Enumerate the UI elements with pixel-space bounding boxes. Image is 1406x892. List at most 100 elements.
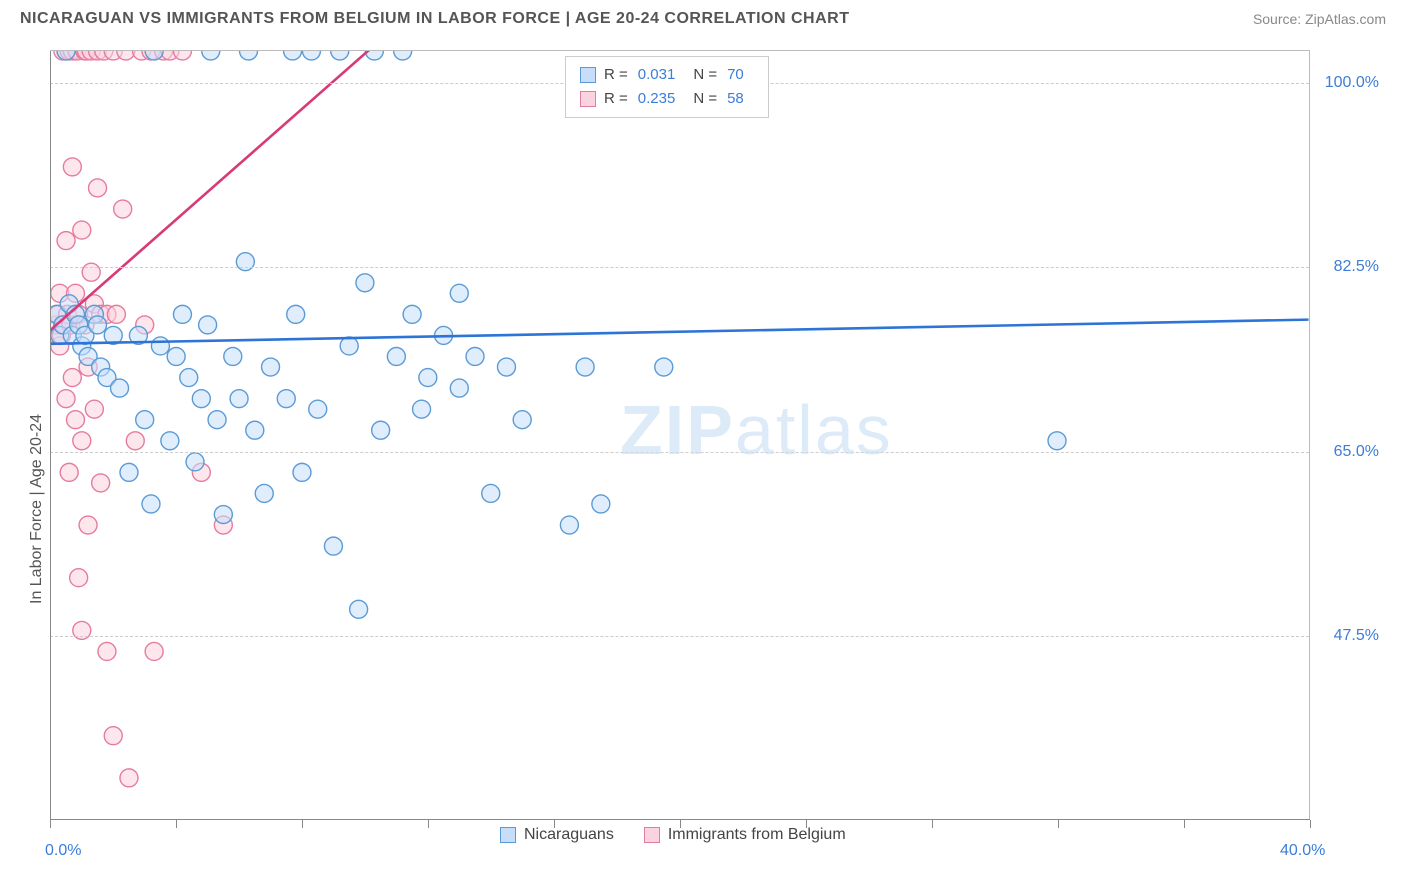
data-point <box>104 727 122 745</box>
data-point <box>255 484 273 502</box>
data-point <box>73 432 91 450</box>
legend-correlation: R =0.031 N =70 R = 0.235 N = 58 <box>565 56 769 118</box>
legend-r-value: 0.031 <box>638 63 676 87</box>
y-tick-label: 65.0% <box>1319 443 1379 461</box>
data-point <box>98 642 116 660</box>
data-point <box>161 432 179 450</box>
data-point <box>173 42 191 60</box>
data-point <box>120 463 138 481</box>
data-point <box>413 400 431 418</box>
data-point <box>324 537 342 555</box>
legend-label: Immigrants from Belgium <box>668 826 846 844</box>
x-tick <box>1184 820 1185 828</box>
trend-line <box>50 320 1308 344</box>
data-point <box>151 337 169 355</box>
x-axis-line <box>50 819 1310 820</box>
data-point <box>309 400 327 418</box>
data-point <box>126 432 144 450</box>
source-label: Source: ZipAtlas.com <box>1253 11 1386 27</box>
chart-title: NICARAGUAN VS IMMIGRANTS FROM BELGIUM IN… <box>20 10 849 28</box>
y-axis-title: In Labor Force | Age 20-24 <box>28 414 46 604</box>
data-point <box>60 463 78 481</box>
data-point <box>246 421 264 439</box>
data-point <box>107 305 125 323</box>
data-point <box>114 200 132 218</box>
legend-item: Immigrants from Belgium <box>644 826 846 844</box>
gridline <box>50 636 1309 637</box>
data-point <box>450 284 468 302</box>
data-point <box>79 516 97 534</box>
data-point <box>372 421 390 439</box>
data-point <box>199 316 217 334</box>
x-tick <box>176 820 177 828</box>
data-point <box>340 337 358 355</box>
gridline <box>50 452 1309 453</box>
data-point <box>111 379 129 397</box>
y-tick-label: 47.5% <box>1319 627 1379 645</box>
data-point <box>403 305 421 323</box>
data-point <box>419 369 437 387</box>
data-point <box>592 495 610 513</box>
data-point <box>202 42 220 60</box>
data-point <box>356 274 374 292</box>
data-point <box>350 600 368 618</box>
data-point <box>560 516 578 534</box>
legend-series: Nicaraguans Immigrants from Belgium <box>500 826 846 844</box>
legend-r-label: R = <box>604 87 628 111</box>
y-tick-label: 100.0% <box>1319 74 1379 92</box>
legend-item: Nicaraguans <box>500 826 614 844</box>
data-point <box>180 369 198 387</box>
data-point <box>57 42 75 60</box>
legend-r-value: 0.235 <box>638 87 676 111</box>
gridline <box>50 267 1309 268</box>
data-point <box>186 453 204 471</box>
title-bar: NICARAGUAN VS IMMIGRANTS FROM BELGIUM IN… <box>20 10 1386 28</box>
legend-row: R =0.031 N =70 <box>580 63 754 87</box>
legend-n-label: N = <box>693 87 717 111</box>
data-point <box>63 158 81 176</box>
data-point <box>513 411 531 429</box>
plot-svg <box>50 51 1309 820</box>
legend-n-label: N = <box>693 63 717 87</box>
x-tick <box>428 820 429 828</box>
x-tick <box>1310 820 1311 828</box>
data-point <box>89 179 107 197</box>
data-point <box>142 495 160 513</box>
data-point <box>450 379 468 397</box>
data-point <box>230 390 248 408</box>
data-point <box>262 358 280 376</box>
y-axis-line <box>50 51 51 821</box>
data-point <box>497 358 515 376</box>
plot-area: 100.0%82.5%65.0%47.5% <box>50 50 1310 820</box>
data-point <box>287 305 305 323</box>
data-point <box>240 42 258 60</box>
legend-n-value: 58 <box>727 87 744 111</box>
data-point <box>70 569 88 587</box>
data-point <box>145 42 163 60</box>
data-point <box>214 506 232 524</box>
data-point <box>192 390 210 408</box>
data-point <box>63 369 81 387</box>
data-point <box>387 348 405 366</box>
data-point <box>120 769 138 787</box>
data-point <box>655 358 673 376</box>
legend-row: R = 0.235 N = 58 <box>580 87 754 111</box>
x-tick <box>932 820 933 828</box>
data-point <box>331 42 349 60</box>
data-point <box>208 411 226 429</box>
legend-swatch <box>644 827 660 843</box>
data-point <box>482 484 500 502</box>
data-point <box>293 463 311 481</box>
y-tick-label: 82.5% <box>1319 258 1379 276</box>
legend-label: Nicaraguans <box>524 826 614 844</box>
data-point <box>1048 432 1066 450</box>
data-point <box>173 305 191 323</box>
legend-swatch <box>580 67 596 83</box>
x-axis-min-label: 0.0% <box>45 842 81 860</box>
data-point <box>466 348 484 366</box>
data-point <box>302 42 320 60</box>
data-point <box>576 358 594 376</box>
data-point <box>57 390 75 408</box>
data-point <box>85 400 103 418</box>
data-point <box>82 263 100 281</box>
